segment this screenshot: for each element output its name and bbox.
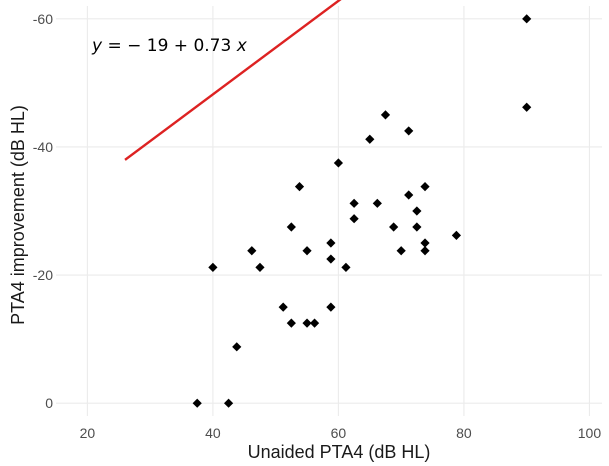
data-point <box>412 206 422 216</box>
equation-x-var: x <box>236 36 248 56</box>
data-point <box>326 254 336 264</box>
x-tick-label: 80 <box>456 425 472 441</box>
grid-lines <box>56 6 602 416</box>
y-tick-label: -60 <box>33 11 53 27</box>
x-tick-labels: 20 40 60 80 100 <box>80 425 602 441</box>
data-point <box>420 182 430 192</box>
x-tick-label: 60 <box>331 425 347 441</box>
equation-equals: = <box>102 36 127 56</box>
y-tick-label: -40 <box>33 139 53 155</box>
data-point <box>223 398 234 408</box>
data-point <box>404 126 414 136</box>
data-point <box>372 198 382 208</box>
fit-line-group <box>124 0 342 161</box>
x-tick-label: 100 <box>578 425 602 441</box>
equation-expression: − 19 + 0.73 <box>127 36 237 56</box>
data-point <box>326 238 336 248</box>
data-point <box>365 134 375 144</box>
data-point <box>420 238 430 248</box>
y-axis-title: PTA4 improvement (dB HL) <box>8 105 28 325</box>
y-tick-labels: 0 -20 -40 -60 <box>33 11 53 411</box>
data-point <box>302 318 312 328</box>
data-point <box>286 222 296 232</box>
equation-y-var: y <box>91 36 103 56</box>
data-point <box>404 190 414 200</box>
data-point <box>294 182 305 192</box>
data-point <box>232 342 242 352</box>
data-point <box>247 246 257 256</box>
x-tick-label: 40 <box>205 425 221 441</box>
data-point <box>255 262 265 272</box>
data-point <box>302 246 312 256</box>
data-point <box>349 198 359 208</box>
data-point <box>380 110 391 120</box>
data-point <box>192 398 202 408</box>
x-axis-title: Unaided PTA4 (dB HL) <box>248 442 431 462</box>
data-point <box>389 222 399 232</box>
y-tick-label: 0 <box>45 395 53 411</box>
data-point <box>326 302 336 312</box>
data-point <box>396 246 406 256</box>
data-point <box>522 102 532 112</box>
data-point <box>286 318 296 328</box>
regression-line <box>124 0 342 161</box>
data-point <box>208 262 218 272</box>
equation-annotation: y = − 19 + 0.73 x <box>91 36 248 56</box>
data-point <box>522 14 532 24</box>
x-tick-label: 20 <box>80 425 96 441</box>
data-point <box>412 222 422 232</box>
data-point <box>349 214 359 224</box>
data-point <box>309 318 320 328</box>
data-point <box>341 262 351 272</box>
y-tick-label: -20 <box>33 267 53 283</box>
data-point <box>451 230 461 240</box>
data-points <box>192 14 532 408</box>
data-point <box>333 158 344 168</box>
data-point <box>420 246 430 256</box>
data-point <box>278 302 288 312</box>
